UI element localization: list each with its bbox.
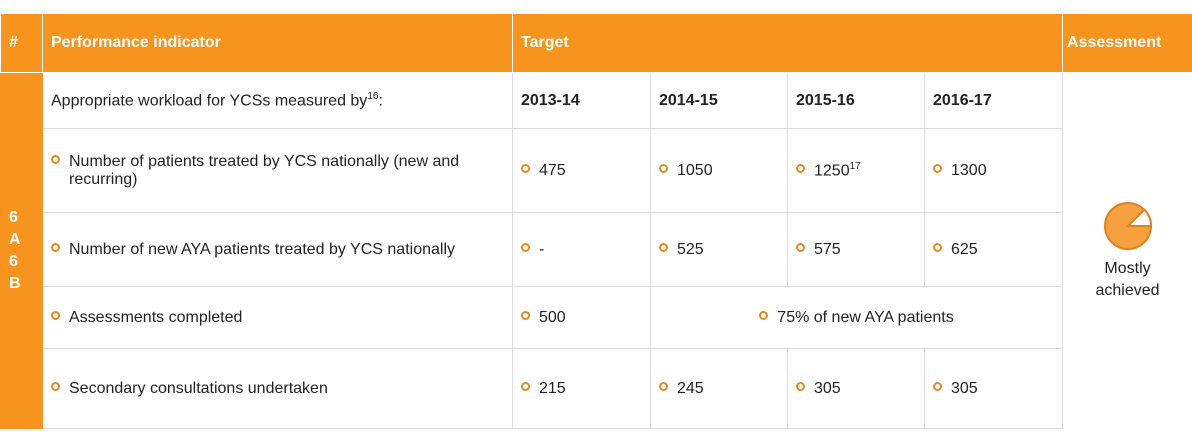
- year: 2016-17: [923, 72, 1064, 129]
- cell: Number of patients treated by YCS nation…: [42, 128, 513, 213]
- cell: 475: [512, 128, 651, 213]
- text: -: [539, 240, 545, 258]
- pie-icon: [1103, 201, 1152, 250]
- cell: Appropriate workload for YCSs measured b…: [42, 72, 513, 129]
- year: 2013-14: [512, 72, 651, 129]
- header-row: # Performance indicator Target Assessmen…: [0, 14, 1192, 73]
- year: 2014-15: [650, 72, 788, 129]
- cell: 500: [512, 286, 651, 349]
- text: 575: [814, 240, 841, 258]
- row: Secondary consultations undertaken 215 2…: [1, 348, 1192, 429]
- cell: 625: [923, 212, 1064, 287]
- indicator-table: # Performance indicator Target Assessmen…: [0, 14, 1192, 429]
- text: 245: [677, 379, 704, 397]
- cell: 245: [650, 348, 788, 429]
- text: Secondary consultations undertaken: [69, 379, 328, 397]
- id-char: A: [9, 230, 21, 248]
- footnote: 16: [367, 90, 379, 102]
- cell: 125017: [787, 128, 925, 213]
- cell: 75% of new AYA patients: [649, 286, 1064, 349]
- assessment-cell: Mostly achieved: [1062, 72, 1192, 429]
- row: Assessments completed 500 75% of new AYA…: [1, 286, 1192, 349]
- header-cell: #: [0, 14, 43, 73]
- pie-gap: [1125, 208, 1152, 227]
- row: 6 A 6 B Appropriate workload for YCSs me…: [0, 72, 1192, 429]
- cell: Assessments completed: [42, 286, 513, 349]
- text: 500: [539, 308, 566, 326]
- assessment-label: Mostly achieved: [1095, 259, 1160, 299]
- text: 1300: [951, 161, 987, 179]
- text: 525: [677, 240, 704, 258]
- text: :: [378, 92, 383, 110]
- header-cell: Assessment: [1062, 14, 1192, 73]
- text: 215: [539, 379, 566, 397]
- row: Number of patients treated by YCS nation…: [1, 128, 1192, 213]
- cell: 575: [787, 212, 925, 287]
- header-cell: Performance indicator: [42, 14, 513, 73]
- id-char: 6: [9, 252, 18, 270]
- cell: 1050: [650, 128, 788, 213]
- table-wrap: # Performance indicator Target Assessmen…: [0, 14, 1192, 429]
- text: 75% of new AYA patients: [777, 308, 954, 326]
- row: Number of new AYA patients treated by YC…: [1, 212, 1192, 287]
- text: 625: [951, 240, 978, 258]
- footnote: 17: [849, 160, 861, 172]
- text: Assessments completed: [69, 308, 243, 326]
- cell: Secondary consultations undertaken: [42, 348, 513, 429]
- cell: 1300: [923, 128, 1064, 213]
- id-cell: 6 A 6 B: [0, 72, 43, 429]
- text: 1050: [677, 161, 713, 179]
- cell: -: [512, 212, 651, 287]
- text: 475: [539, 161, 566, 179]
- text: Number of new AYA patients treated by YC…: [69, 240, 455, 258]
- text: Appropriate workload for YCSs measured b…: [51, 92, 368, 110]
- header-cell: Target: [511, 14, 1064, 73]
- cell: Number of new AYA patients treated by YC…: [42, 212, 513, 287]
- id-char: 6: [9, 208, 18, 226]
- cell: 215: [512, 348, 651, 429]
- cell: 305: [787, 348, 925, 429]
- text: Number of patients treated by YCS nation…: [69, 152, 460, 188]
- text: 305: [814, 379, 841, 397]
- cell: 525: [650, 212, 788, 287]
- id-char: B: [9, 274, 21, 292]
- cell: 305: [923, 348, 1064, 429]
- year: 2015-16: [787, 72, 925, 129]
- text: 305: [951, 379, 978, 397]
- text: 1250: [814, 162, 850, 180]
